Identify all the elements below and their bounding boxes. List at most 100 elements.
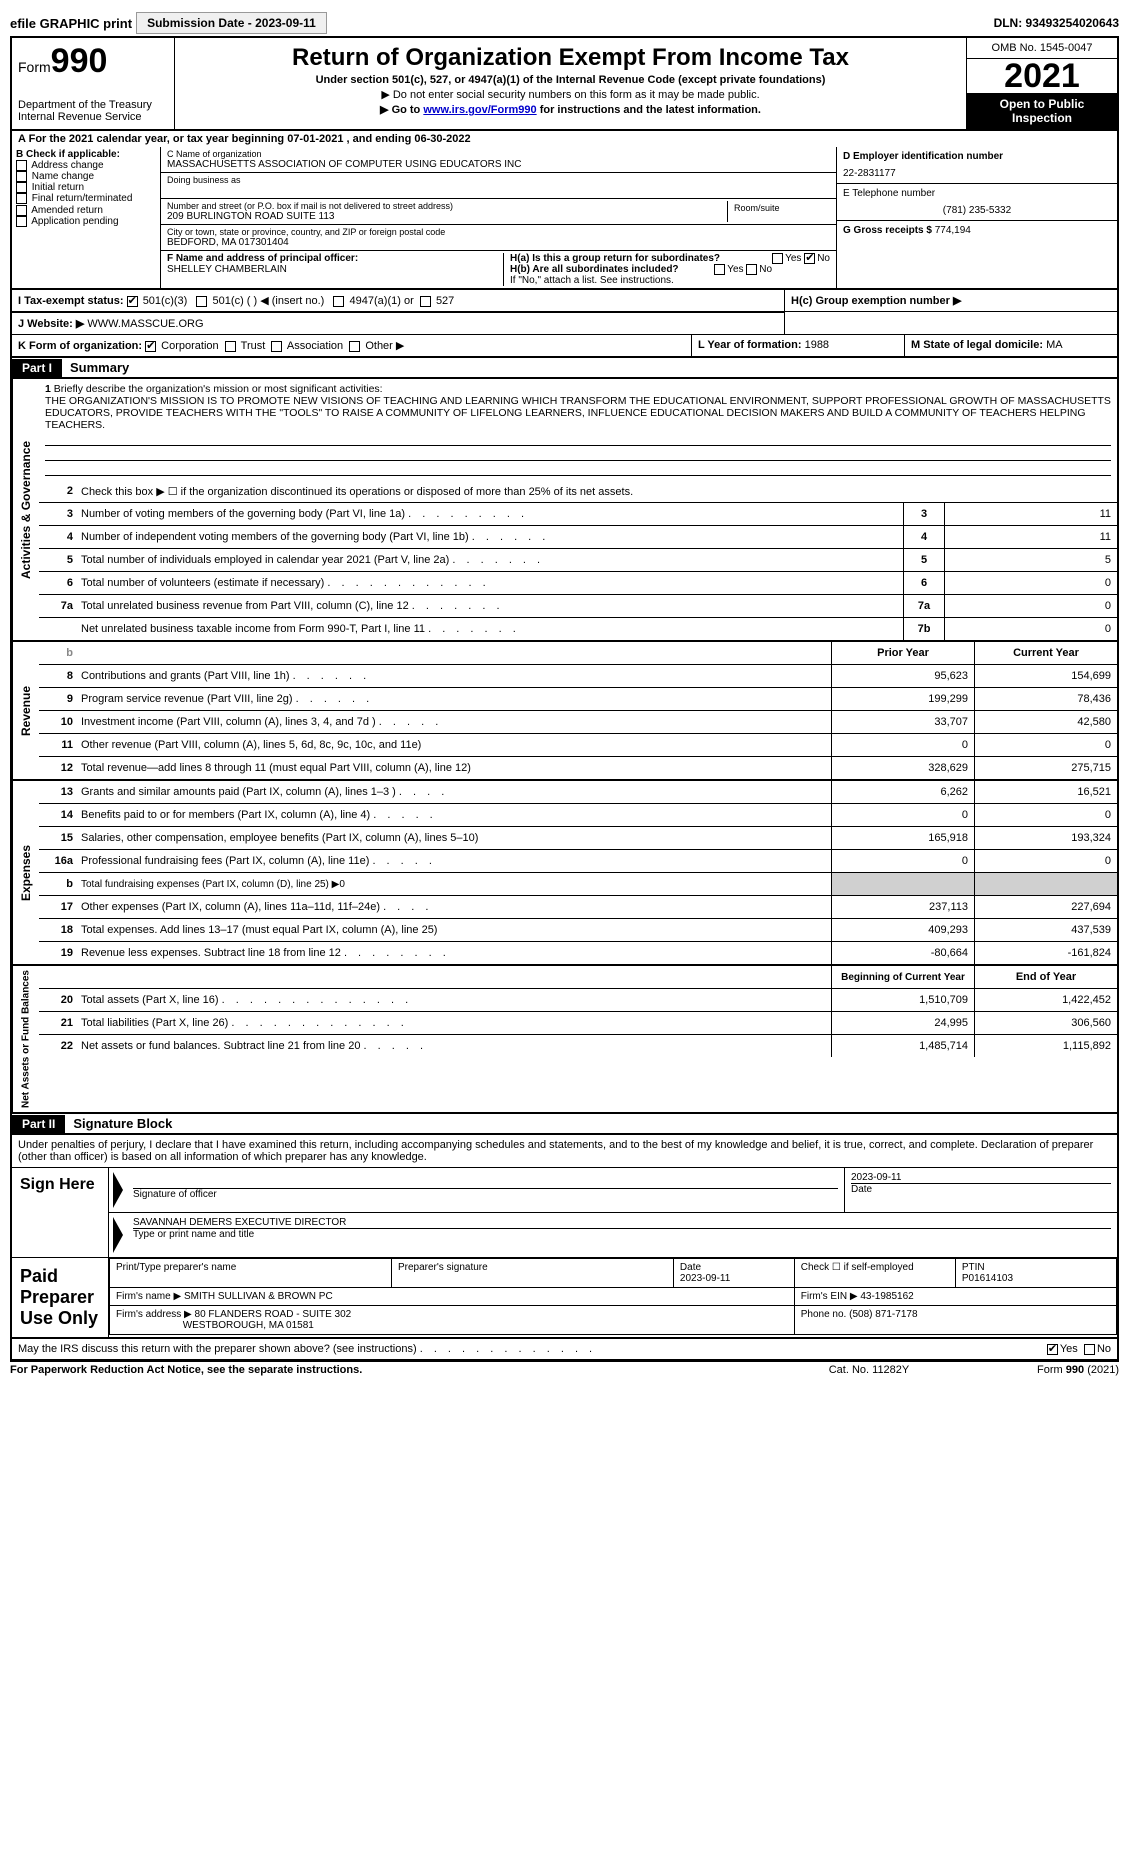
firm-name: SMITH SULLIVAN & BROWN PC xyxy=(184,1291,333,1302)
chk-amended[interactable] xyxy=(16,205,27,216)
phone: (781) 235-5332 xyxy=(843,205,1111,216)
block-c: C Name of organization MASSACHUSETTS ASS… xyxy=(161,147,836,288)
chk-assoc[interactable] xyxy=(271,341,282,352)
line-7b: Net unrelated business taxable income fr… xyxy=(77,621,903,637)
form-number: 990 xyxy=(51,42,108,80)
line-21: Total liabilities (Part X, line 26) . . … xyxy=(77,1015,831,1031)
section-net-assets: Net Assets or Fund Balances Beginning of… xyxy=(10,966,1119,1114)
line-a: A For the 2021 calendar year, or tax yea… xyxy=(10,131,1119,147)
part-ii-header: Part II Signature Block xyxy=(10,1114,1119,1135)
chk-name[interactable] xyxy=(16,171,27,182)
top-toolbar: efile GRAPHIC print Submission Date - 20… xyxy=(10,10,1119,36)
triangle-icon xyxy=(113,1172,123,1208)
chk-self-employed[interactable]: Check ☐ if self-employed xyxy=(801,1262,914,1273)
chk-other[interactable] xyxy=(349,341,360,352)
efile-label: efile GRAPHIC print xyxy=(10,16,132,31)
name-title-label: Type or print name and title xyxy=(133,1228,1111,1240)
line-4: Number of independent voting members of … xyxy=(77,529,903,545)
chk-initial[interactable] xyxy=(16,182,27,193)
row-j: J Website: ▶ WWW.MASSCUE.ORG xyxy=(10,312,1119,335)
row-i-j: I Tax-exempt status: 501(c)(3) 501(c) ( … xyxy=(10,290,1119,312)
paid-prep-label: Paid Preparer Use Only xyxy=(12,1258,109,1337)
form-title: Return of Organization Exempt From Incom… xyxy=(181,44,960,72)
chk-corp[interactable] xyxy=(145,341,156,352)
officer-printed-name: SAVANNAH DEMERS EXECUTIVE DIRECTOR xyxy=(133,1217,1111,1228)
chk-ha-no[interactable] xyxy=(804,253,815,264)
irs-link[interactable]: www.irs.gov/Form990 xyxy=(423,104,536,116)
line-8: Contributions and grants (Part VIII, lin… xyxy=(77,668,831,684)
chk-discuss-no[interactable] xyxy=(1084,1344,1095,1355)
footer: For Paperwork Reduction Act Notice, see … xyxy=(10,1361,1119,1376)
street-address: 209 BURLINGTON ROAD SUITE 113 xyxy=(167,211,727,222)
ptin: P01614103 xyxy=(962,1273,1013,1284)
h-b: H(b) Are all subordinates included? Yes … xyxy=(510,264,830,275)
line-22: Net assets or fund balances. Subtract li… xyxy=(77,1038,831,1054)
firm-phone: (508) 871-7178 xyxy=(849,1309,917,1320)
line-14: Benefits paid to or for members (Part IX… xyxy=(77,807,831,823)
line-6: Total number of volunteers (estimate if … xyxy=(77,575,903,591)
block-right: D Employer identification number 22-2831… xyxy=(836,147,1117,288)
info-block: B Check if applicable: Address change Na… xyxy=(10,147,1119,290)
firm-addr2: WESTBOROUGH, MA 01581 xyxy=(183,1320,314,1331)
line-1: 1 Briefly describe the organization's mi… xyxy=(39,379,1117,480)
line-11: Other revenue (Part VIII, column (A), li… xyxy=(77,737,831,753)
line-19: Revenue less expenses. Subtract line 18 … xyxy=(77,945,831,961)
line-7a: Total unrelated business revenue from Pa… xyxy=(77,598,903,614)
line-5: Total number of individuals employed in … xyxy=(77,552,903,568)
chk-501c[interactable] xyxy=(196,296,207,307)
perjury-text: Under penalties of perjury, I declare th… xyxy=(10,1135,1119,1168)
chk-527[interactable] xyxy=(420,296,431,307)
open-inspection: Open to Public Inspection xyxy=(967,93,1117,129)
state-domicile: MA xyxy=(1046,339,1063,351)
line-15: Salaries, other compensation, employee b… xyxy=(77,830,831,846)
sign-here-label: Sign Here xyxy=(12,1168,109,1257)
chk-address[interactable] xyxy=(16,160,27,171)
form-ref: Form 990 (2021) xyxy=(969,1364,1119,1376)
line-3: Number of voting members of the governin… xyxy=(77,506,903,522)
side-net: Net Assets or Fund Balances xyxy=(12,966,39,1112)
mission-text: THE ORGANIZATION'S MISSION IS TO PROMOTE… xyxy=(45,395,1111,431)
chk-501c3[interactable] xyxy=(127,296,138,307)
line-13: Grants and similar amounts paid (Part IX… xyxy=(77,784,831,800)
year-formation: 1988 xyxy=(805,339,829,351)
block-b: B Check if applicable: Address change Na… xyxy=(12,147,161,288)
triangle-icon xyxy=(113,1217,123,1253)
dln-label: DLN: 93493254020643 xyxy=(994,16,1119,30)
side-governance: Activities & Governance xyxy=(12,379,39,640)
irs-label: Internal Revenue Service xyxy=(18,111,168,123)
chk-discuss-yes[interactable] xyxy=(1047,1344,1058,1355)
submission-date-button[interactable]: Submission Date - 2023-09-11 xyxy=(136,12,327,34)
firm-addr1: 80 FLANDERS ROAD - SUITE 302 xyxy=(195,1309,352,1320)
note-ssn: ▶ Do not enter social security numbers o… xyxy=(181,88,960,101)
prep-date: 2023-09-11 xyxy=(680,1273,730,1284)
form-subtitle: Under section 501(c), 527, or 4947(a)(1)… xyxy=(181,74,960,86)
form-header: Form990 Department of the Treasury Inter… xyxy=(10,36,1119,131)
gross-receipts: 774,194 xyxy=(935,225,971,236)
tax-year: 2021 xyxy=(967,59,1117,93)
chk-final[interactable] xyxy=(16,193,27,204)
line-2: Check this box ▶ ☐ if the organization d… xyxy=(77,483,1117,500)
side-expenses: Expenses xyxy=(12,781,39,964)
chk-hb-no[interactable] xyxy=(746,264,757,275)
side-revenue: Revenue xyxy=(12,642,39,779)
line-12: Total revenue—add lines 8 through 11 (mu… xyxy=(77,760,831,776)
h-a: H(a) Is this a group return for subordin… xyxy=(510,253,830,264)
chk-ha-yes[interactable] xyxy=(772,253,783,264)
line-16a: Professional fundraising fees (Part IX, … xyxy=(77,853,831,869)
section-revenue: Revenue bPrior YearCurrent Year 8Contrib… xyxy=(10,642,1119,781)
cat-no: Cat. No. 11282Y xyxy=(769,1364,969,1376)
discuss-row: May the IRS discuss this return with the… xyxy=(10,1339,1119,1361)
line-18: Total expenses. Add lines 13–17 (must eq… xyxy=(77,922,831,938)
line-20: Total assets (Part X, line 16) . . . . .… xyxy=(77,992,831,1008)
org-name: MASSACHUSETTS ASSOCIATION OF COMPUTER US… xyxy=(167,159,830,170)
officer-name: SHELLEY CHAMBERLAIN xyxy=(167,264,503,275)
note-goto: ▶ Go to www.irs.gov/Form990 for instruct… xyxy=(181,103,960,116)
chk-hb-yes[interactable] xyxy=(714,264,725,275)
part-i-header: Part I Summary xyxy=(10,358,1119,379)
line-17: Other expenses (Part IX, column (A), lin… xyxy=(77,899,831,915)
chk-4947[interactable] xyxy=(333,296,344,307)
city-state-zip: BEDFORD, MA 017301404 xyxy=(167,237,830,248)
chk-app[interactable] xyxy=(16,216,27,227)
chk-trust[interactable] xyxy=(225,341,236,352)
pra-notice: For Paperwork Reduction Act Notice, see … xyxy=(10,1364,769,1376)
